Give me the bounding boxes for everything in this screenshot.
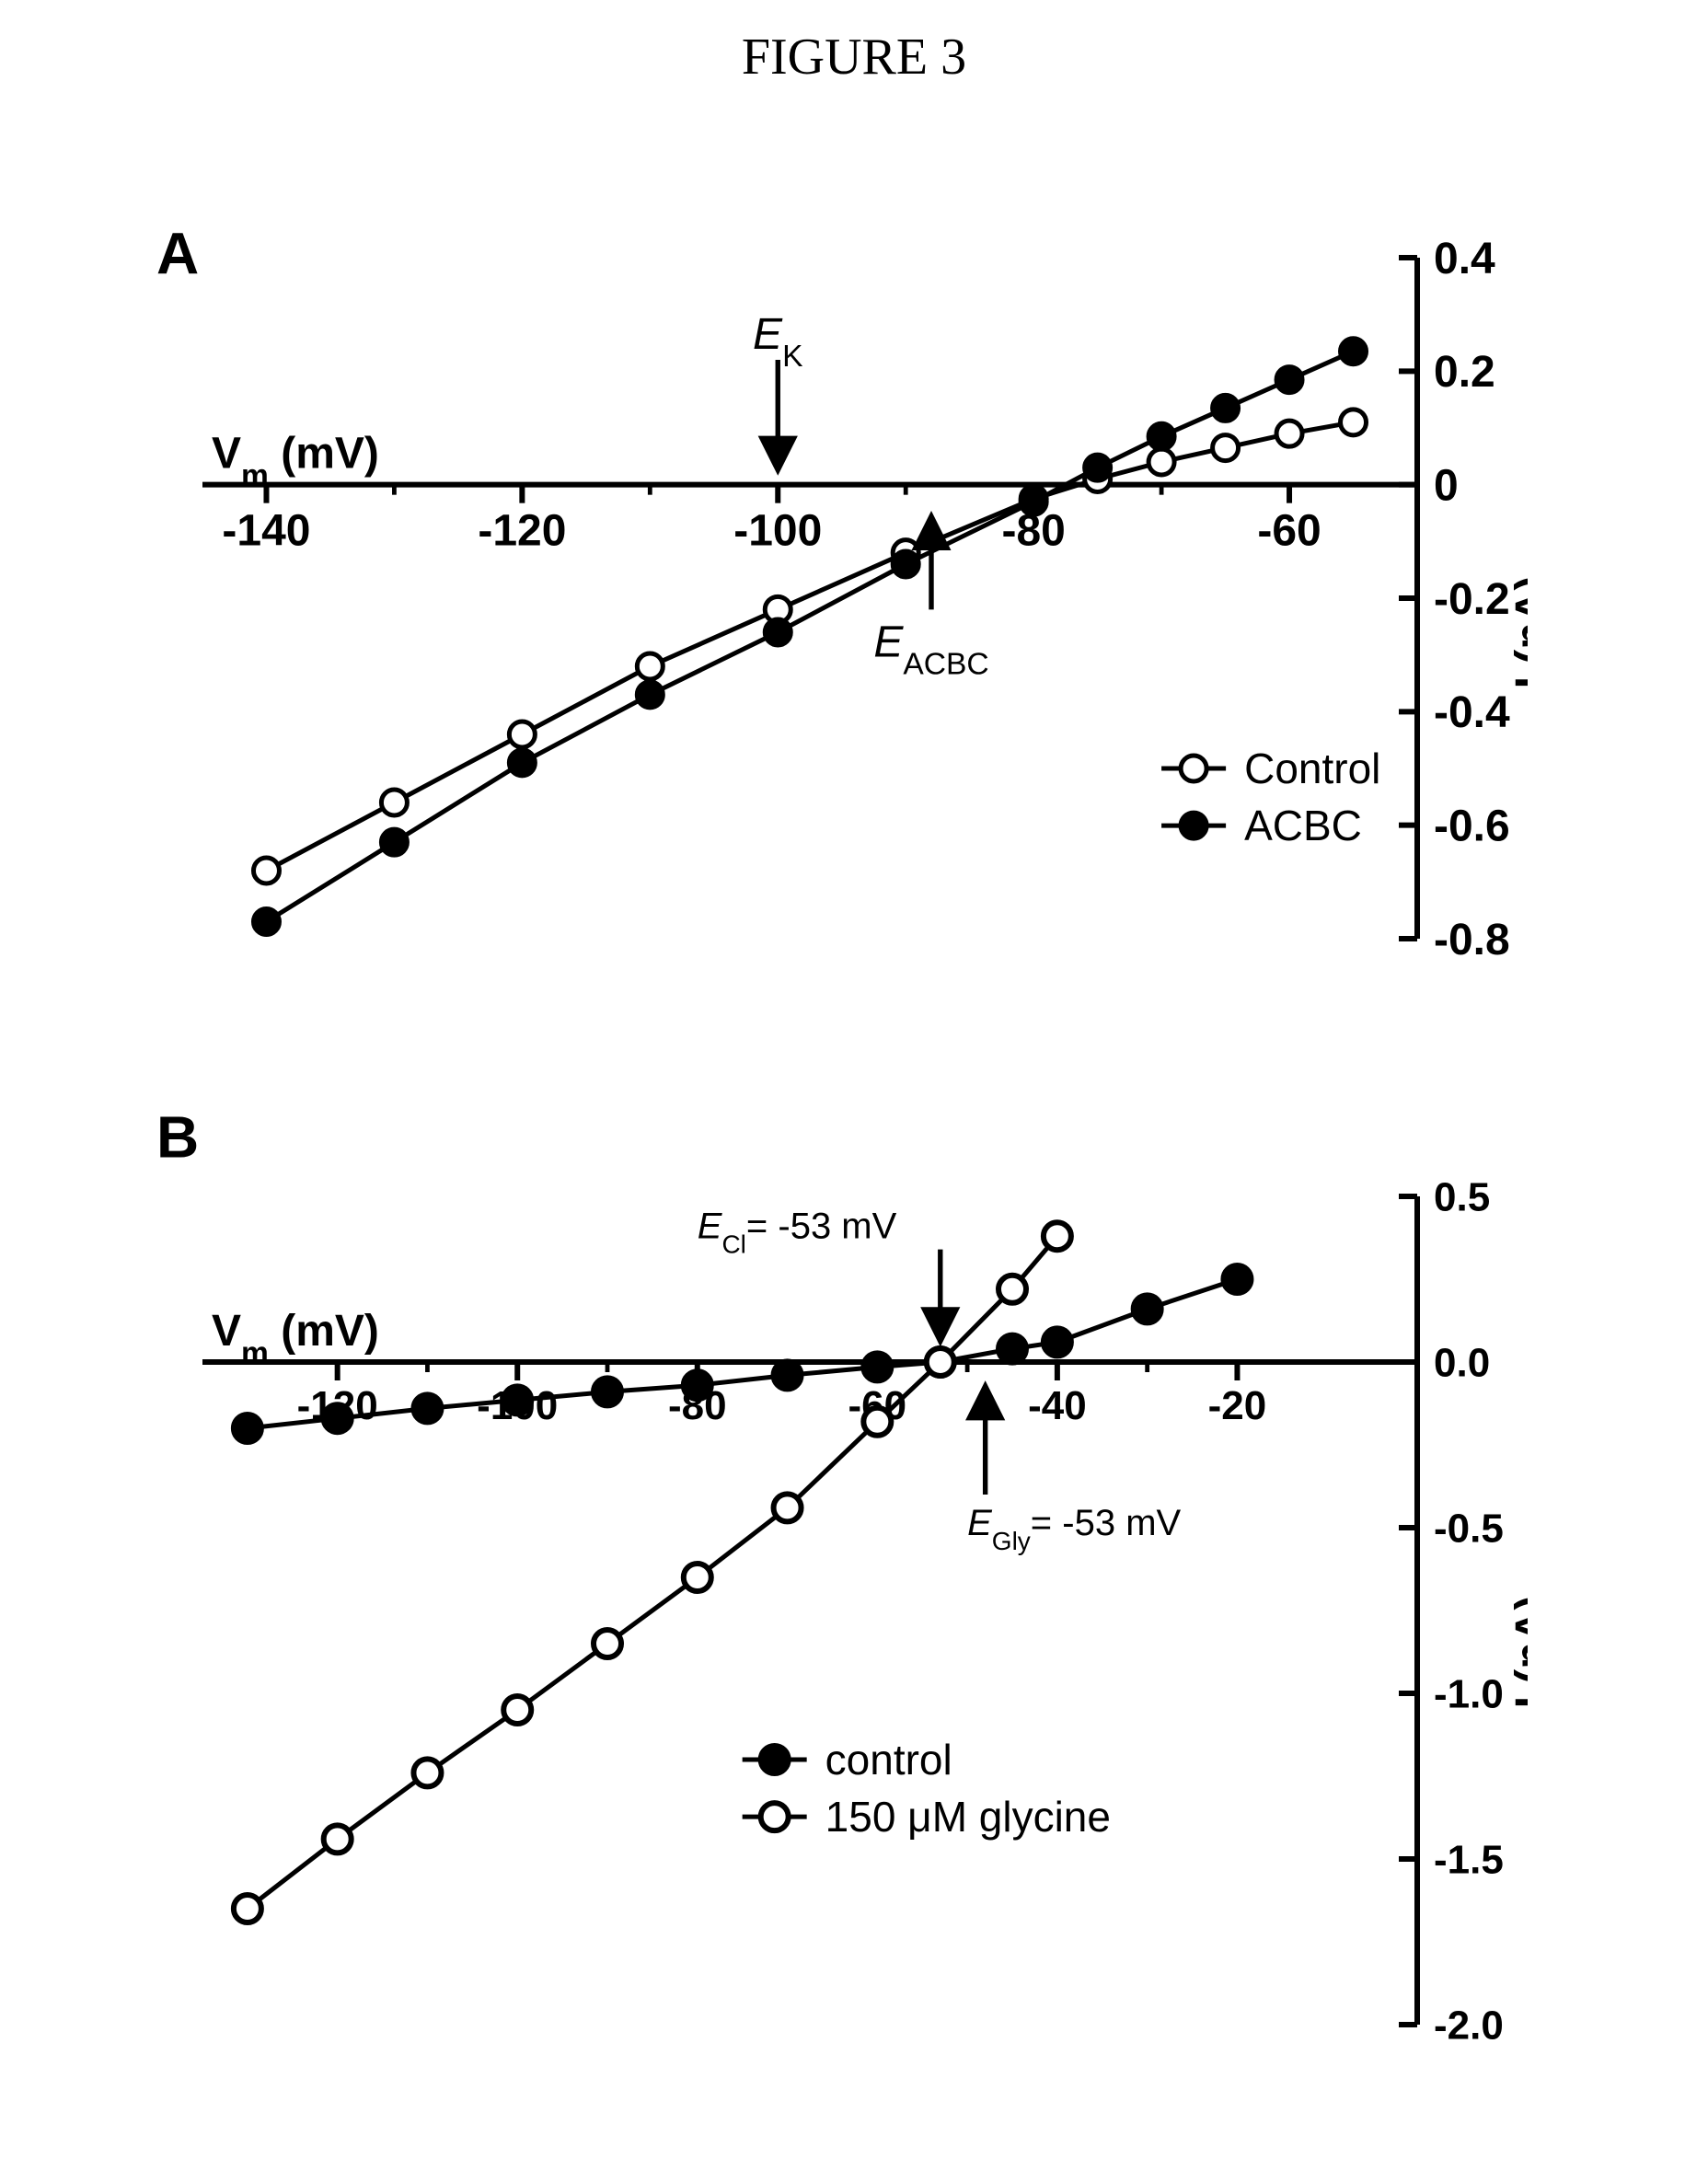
svg-text:B: B	[156, 1104, 199, 1171]
svg-text:control: control	[825, 1736, 952, 1784]
svg-text:I (nA): I (nA)	[1507, 576, 1528, 689]
svg-text:-1.0: -1.0	[1434, 1671, 1504, 1716]
svg-text:0.5: 0.5	[1434, 1174, 1490, 1219]
svg-text:I (nA): I (nA)	[1507, 1596, 1528, 1709]
svg-text:ECl= -53 mV: ECl= -53 mV	[698, 1206, 897, 1259]
svg-text:-2.0: -2.0	[1434, 2003, 1504, 2043]
svg-text:-100: -100	[733, 506, 822, 555]
svg-text:0.0: 0.0	[1434, 1340, 1490, 1385]
svg-text:0: 0	[1434, 461, 1459, 510]
svg-text:150 μM glycine: 150 μM glycine	[825, 1793, 1111, 1841]
svg-text:EACBC: EACBC	[873, 618, 988, 682]
panel-b: -120-100-80-60-40-20-2.0-1.5-1.0-0.50.00…	[147, 1104, 1528, 2043]
svg-text:ACBC: ACBC	[1244, 802, 1362, 849]
svg-text:-0.8: -0.8	[1434, 916, 1510, 964]
svg-text:-0.5: -0.5	[1434, 1506, 1504, 1551]
svg-text:EGly= -53 mV: EGly= -53 mV	[967, 1503, 1181, 1555]
svg-text:-120: -120	[478, 506, 566, 555]
panel-a: -140-120-100-80-60-0.8-0.6-0.4-0.200.20.…	[147, 221, 1528, 976]
svg-text:-0.2: -0.2	[1434, 575, 1510, 624]
svg-text:-60: -60	[1257, 506, 1321, 555]
svg-text:-20: -20	[1208, 1383, 1267, 1428]
page: FIGURE 3 -140-120-100-80-60-0.8-0.6-0.4-…	[0, 0, 1708, 2159]
svg-text:A: A	[156, 221, 199, 287]
panel-b-chart: -120-100-80-60-40-20-2.0-1.5-1.0-0.50.00…	[147, 1104, 1528, 2043]
svg-text:0.4: 0.4	[1434, 235, 1495, 283]
svg-text:-1.5: -1.5	[1434, 1837, 1504, 1882]
figure-title: FIGURE 3	[0, 28, 1708, 87]
panel-a-chart: -140-120-100-80-60-0.8-0.6-0.4-0.200.20.…	[147, 221, 1528, 976]
svg-text:-0.6: -0.6	[1434, 802, 1510, 850]
svg-text:-0.4: -0.4	[1434, 688, 1510, 737]
svg-text:Control: Control	[1244, 745, 1380, 792]
svg-text:-140: -140	[222, 506, 310, 555]
svg-text:0.2: 0.2	[1434, 348, 1495, 397]
svg-text:-40: -40	[1028, 1383, 1087, 1428]
